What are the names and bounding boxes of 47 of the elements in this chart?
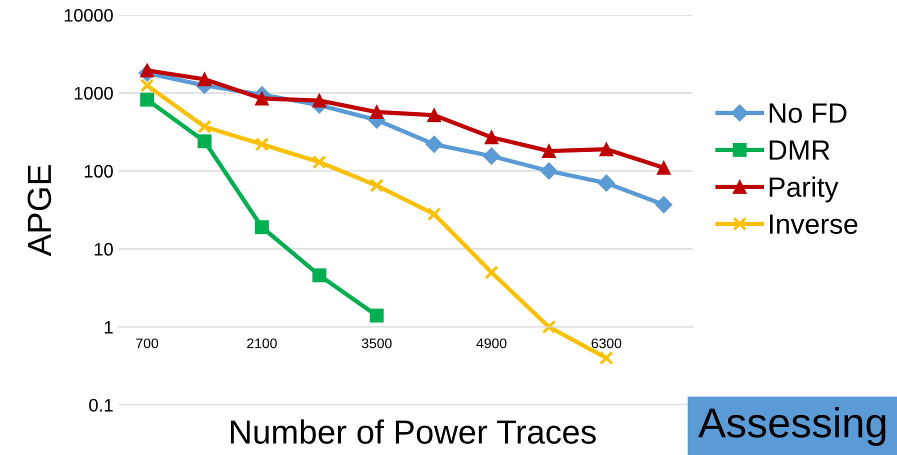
point <box>598 174 615 192</box>
point <box>484 130 498 144</box>
y-tick-label: 10000 <box>64 8 113 22</box>
point <box>426 136 443 153</box>
point <box>370 105 384 119</box>
legend-label: Inverse <box>770 214 858 234</box>
point <box>140 78 154 92</box>
point <box>254 137 269 152</box>
y-tick-label: 1000 <box>74 86 113 100</box>
legend-label: No FD <box>770 104 846 123</box>
point <box>427 207 442 222</box>
point <box>254 220 269 234</box>
x-tick-label: 2100 <box>247 338 277 348</box>
point <box>198 134 212 148</box>
point <box>312 94 326 108</box>
point <box>483 148 500 165</box>
point <box>656 160 671 175</box>
point <box>599 142 614 156</box>
point <box>140 92 154 107</box>
point <box>540 162 558 180</box>
point <box>484 266 498 280</box>
point <box>198 120 212 134</box>
point <box>599 351 614 365</box>
y-tick-label: 0.1 <box>89 398 113 412</box>
x-axis-title: Number of Power Traces <box>231 419 596 444</box>
x-tick-label: 700 <box>136 338 158 348</box>
text: Assessing <box>698 407 886 446</box>
y-axis-title: APGE <box>28 165 52 256</box>
y-tick-label: 1 <box>104 321 113 334</box>
point <box>655 196 672 214</box>
y-tick-label: 100 <box>84 164 113 178</box>
legend-label: DMR <box>770 140 830 160</box>
point <box>542 144 556 158</box>
point <box>198 72 212 86</box>
point <box>370 308 384 323</box>
x-tick-label: 4900 <box>476 338 506 348</box>
x-tick-label: 6300 <box>592 338 622 348</box>
x-tick-label: 3500 <box>362 338 392 348</box>
point <box>254 92 269 106</box>
point <box>370 178 384 193</box>
legend-label: Parity <box>770 176 838 202</box>
point <box>312 268 326 282</box>
point <box>140 63 154 78</box>
point <box>542 320 556 334</box>
point <box>312 155 326 170</box>
point <box>427 108 442 122</box>
y-tick-label: 10 <box>94 242 113 256</box>
